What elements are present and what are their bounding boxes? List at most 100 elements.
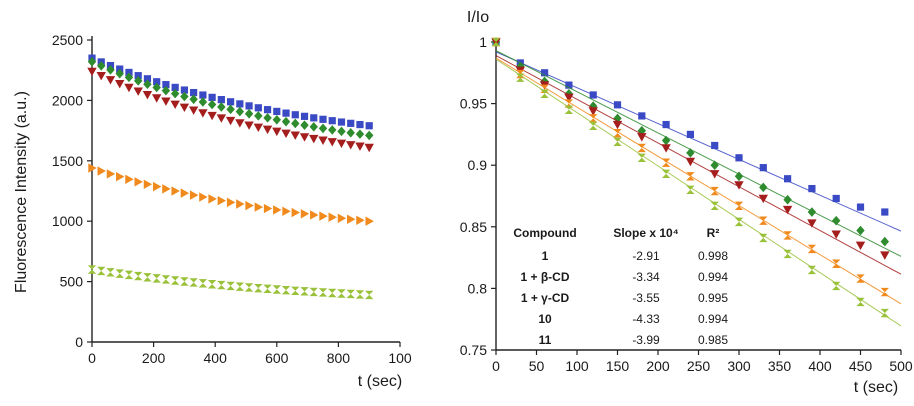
data-point: [661, 158, 671, 167]
y-tick-label: 2500: [52, 32, 83, 48]
data-point: [235, 119, 245, 128]
data-point: [106, 169, 116, 179]
data-point: [245, 200, 254, 211]
data-point: [759, 182, 768, 193]
series-right-0: [492, 38, 902, 232]
data-point: [637, 143, 646, 153]
data-point: [235, 106, 245, 117]
data-point: [881, 208, 889, 216]
data-point: [179, 103, 190, 113]
data-point: [516, 73, 525, 82]
data-point: [106, 268, 115, 277]
data-point: [686, 148, 695, 158]
y-tick-label: 0: [75, 334, 83, 350]
data-point: [105, 76, 116, 85]
data-point: [855, 241, 866, 250]
data-point: [161, 97, 171, 106]
data-point: [199, 91, 207, 99]
x-tick-label: 200: [646, 358, 670, 374]
data-point: [807, 244, 817, 254]
data-point: [281, 116, 291, 127]
x-tick-label: 50: [529, 358, 545, 374]
table-header: R²: [707, 226, 720, 240]
y-tick-label: 1500: [52, 153, 83, 169]
data-point: [831, 230, 841, 239]
data-point: [189, 94, 198, 105]
data-point: [162, 184, 171, 194]
data-point: [291, 286, 300, 295]
data-point: [151, 94, 162, 103]
y-tick-label: 2000: [52, 92, 83, 108]
data-point: [365, 122, 373, 130]
table-cell: 0.994: [698, 312, 728, 326]
data-point: [244, 283, 254, 292]
data-point: [364, 143, 374, 153]
data-point: [564, 105, 574, 114]
data-point: [710, 170, 720, 179]
y-tick-label: 500: [60, 274, 84, 290]
series-left-2: [87, 67, 374, 153]
data-point: [254, 111, 263, 121]
y-axis-title: Fluorescence Intensity (a.u.): [13, 91, 30, 293]
data-point: [589, 91, 597, 99]
table-cell: 1: [542, 249, 549, 263]
data-point: [291, 118, 300, 129]
data-point: [235, 282, 245, 291]
data-point: [638, 112, 646, 120]
data-point: [613, 128, 622, 138]
data-point: [328, 117, 336, 125]
data-point: [300, 287, 309, 296]
data-point: [856, 225, 865, 236]
data-point: [540, 89, 549, 98]
table-cell: 1 + β-CD: [520, 270, 569, 284]
table-header: Compound: [513, 226, 576, 240]
data-point: [328, 212, 337, 222]
data-point: [318, 288, 328, 297]
data-point: [337, 213, 347, 223]
data-point: [263, 203, 273, 214]
data-point: [227, 98, 235, 106]
data-point: [272, 285, 281, 294]
data-point: [290, 131, 300, 140]
data-point: [686, 172, 695, 181]
data-point: [346, 289, 355, 299]
data-point: [244, 108, 254, 119]
x-tick-label: 150: [606, 358, 630, 374]
data-point: [134, 76, 143, 86]
data-point: [856, 274, 865, 283]
data-point: [355, 142, 365, 151]
series-right-1: [491, 37, 902, 257]
table-cell: -3.99: [632, 333, 660, 347]
data-point: [198, 97, 208, 107]
series-left-3: [88, 163, 374, 226]
data-point: [253, 123, 264, 133]
chart-right: 0 50 100 150 200 250 300 350 400 450 500 0.75 0.8 0.8…: [460, 9, 913, 396]
data-point: [152, 82, 161, 93]
data-point: [759, 233, 768, 243]
data-point: [637, 153, 646, 163]
data-point: [541, 69, 549, 77]
data-point: [272, 115, 281, 125]
x-tick-label: 600: [265, 350, 289, 366]
x-tick-label: 450: [849, 358, 873, 374]
data-point: [170, 276, 180, 285]
data-point: [161, 85, 171, 96]
data-point: [88, 163, 97, 173]
data-point: [190, 88, 198, 97]
data-point: [133, 87, 143, 96]
y-tick-label: 0.85: [460, 219, 487, 235]
data-point: [208, 194, 217, 204]
data-point: [115, 269, 124, 278]
data-point: [807, 219, 817, 228]
data-point: [171, 186, 180, 196]
data-point: [134, 271, 143, 281]
data-point: [758, 194, 768, 204]
data-point: [236, 100, 244, 108]
fit-line: [495, 57, 902, 305]
data-point: [880, 251, 890, 260]
data-point: [96, 71, 106, 81]
data-point: [281, 285, 291, 295]
data-point: [226, 281, 235, 291]
data-point: [115, 68, 124, 79]
